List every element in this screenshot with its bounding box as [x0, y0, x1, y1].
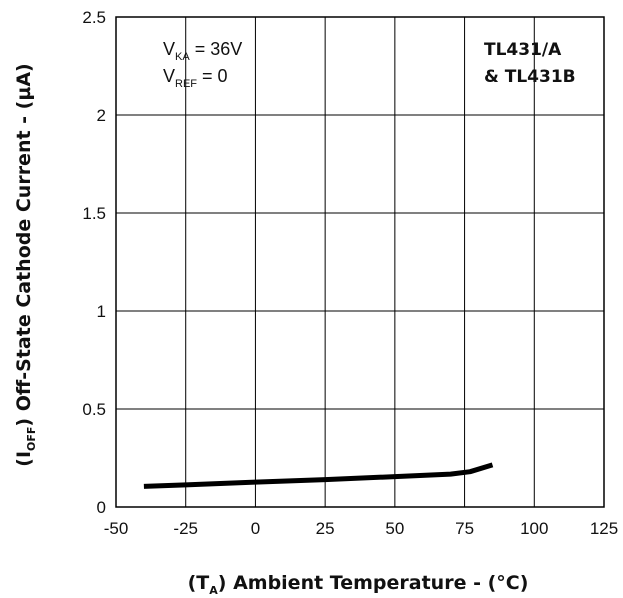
- y-axis-label: (IOFF) Off-State Cathode Current - (µA): [13, 63, 38, 466]
- series-layer: [143, 462, 494, 489]
- x-tick-label: -50: [104, 519, 129, 538]
- device-label-line1: TL431/A: [484, 40, 562, 60]
- x-tick-label: 25: [316, 519, 335, 538]
- x-axis-label: (TA) Ambient Temperature - (°C): [188, 572, 529, 597]
- condition-vka: VKA = 36V: [163, 39, 242, 63]
- x-tick-label: 0: [251, 519, 260, 538]
- y-tick-label: 0.5: [82, 400, 106, 419]
- plot-frame: [115, 16, 605, 508]
- device-label-line2: & TL431B: [484, 67, 576, 87]
- x-tick-label: 100: [520, 519, 548, 538]
- y-axis-tick-labels: 0 0.5 1 1.5 2 2.5: [82, 8, 106, 517]
- series-line: [143, 462, 494, 489]
- x-axis-tick-labels: -50 -25 0 25 50 75 100 125: [104, 519, 618, 538]
- y-tick-label: 1.5: [82, 204, 106, 223]
- x-tick-label: 50: [385, 519, 404, 538]
- x-tick-label: 125: [590, 519, 618, 538]
- y-tick-label: 1: [97, 302, 106, 321]
- y-tick-label: 2.5: [82, 8, 106, 27]
- y-tick-label: 0: [97, 498, 106, 517]
- y-tick-label: 2: [97, 106, 106, 125]
- x-tick-label: -25: [173, 519, 198, 538]
- x-tick-label: 75: [455, 519, 474, 538]
- condition-vref: VREF = 0: [163, 66, 228, 90]
